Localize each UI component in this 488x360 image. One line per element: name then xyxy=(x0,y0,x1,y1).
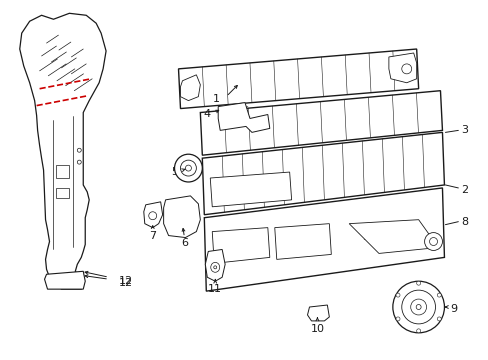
Polygon shape xyxy=(307,305,328,321)
Polygon shape xyxy=(274,224,331,260)
Text: 6: 6 xyxy=(181,238,187,248)
Ellipse shape xyxy=(213,266,216,269)
Text: 10: 10 xyxy=(310,324,324,334)
Polygon shape xyxy=(205,249,224,281)
Polygon shape xyxy=(20,13,106,289)
Polygon shape xyxy=(388,53,416,83)
Text: 12: 12 xyxy=(119,278,133,288)
Ellipse shape xyxy=(401,290,435,324)
Ellipse shape xyxy=(416,281,420,285)
Ellipse shape xyxy=(416,329,420,333)
Polygon shape xyxy=(212,228,269,264)
Ellipse shape xyxy=(174,154,202,182)
Ellipse shape xyxy=(148,212,156,220)
Text: 4: 4 xyxy=(203,108,210,118)
Ellipse shape xyxy=(77,160,81,164)
Text: 8: 8 xyxy=(460,217,468,227)
Polygon shape xyxy=(210,172,291,207)
Text: 1: 1 xyxy=(213,94,220,104)
Ellipse shape xyxy=(180,160,196,176)
Ellipse shape xyxy=(210,262,219,272)
Ellipse shape xyxy=(401,64,411,74)
Polygon shape xyxy=(200,91,442,155)
Polygon shape xyxy=(56,165,69,178)
Text: 2: 2 xyxy=(460,185,468,195)
Polygon shape xyxy=(143,202,163,228)
Text: 9: 9 xyxy=(449,304,457,314)
Polygon shape xyxy=(204,188,444,291)
Ellipse shape xyxy=(185,165,191,171)
Ellipse shape xyxy=(424,233,442,251)
Ellipse shape xyxy=(436,317,440,321)
Ellipse shape xyxy=(428,238,437,246)
Text: 3: 3 xyxy=(460,125,468,135)
Ellipse shape xyxy=(415,305,420,310)
Polygon shape xyxy=(44,271,85,289)
Polygon shape xyxy=(218,103,269,132)
Polygon shape xyxy=(178,49,418,109)
Ellipse shape xyxy=(436,293,440,297)
Polygon shape xyxy=(348,220,438,253)
Text: 11: 11 xyxy=(208,284,222,294)
Ellipse shape xyxy=(392,281,444,333)
Ellipse shape xyxy=(395,293,399,297)
Text: 5: 5 xyxy=(171,167,178,177)
Ellipse shape xyxy=(410,299,426,315)
Polygon shape xyxy=(202,132,444,215)
Text: 12: 12 xyxy=(119,276,133,286)
Polygon shape xyxy=(56,188,69,198)
Ellipse shape xyxy=(77,148,81,152)
Polygon shape xyxy=(180,75,200,100)
Text: 7: 7 xyxy=(149,230,156,240)
Polygon shape xyxy=(163,196,200,238)
Ellipse shape xyxy=(395,317,399,321)
